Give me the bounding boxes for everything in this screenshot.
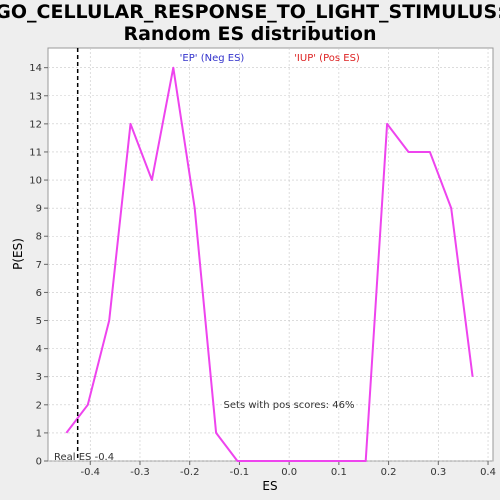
x-tick-label: -0.4 [81,467,101,478]
x-tick-label: 0.3 [430,467,446,478]
pos-scores-annotation: Sets with pos scores: 46% [224,400,355,411]
chart-title-line1: GO_CELLULAR_RESPONSE_TO_LIGHT_STIMULUS: [0,1,500,23]
y-tick-label: 13 [29,91,42,102]
y-tick-label: 12 [29,119,42,130]
plot-area [47,47,494,462]
x-tick-label: -0.3 [130,467,150,478]
y-tick-label: 7 [36,260,42,271]
y-tick-label: 0 [36,457,42,468]
y-tick-label: 6 [36,288,42,299]
y-tick-label: 8 [36,232,42,243]
es-distribution-line [65,66,474,462]
series-layer [65,66,474,462]
neg-es-label: 'EP' (Neg ES) [180,53,245,64]
x-tick-label: 0.4 [480,467,496,478]
y-tick-label: 11 [29,147,42,158]
real-es-label: Real ES -0.4 [54,452,114,463]
x-tick-label: 0.0 [281,467,297,478]
chart-title-line2: Random ES distribution [123,23,376,45]
x-axis-label: ES [262,479,277,493]
x-tick-label: -0.1 [230,467,250,478]
y-tick-label: 5 [36,316,42,327]
y-tick-label: 14 [29,63,42,74]
y-tick-label: 3 [36,372,42,383]
pos-es-label: 'IUP' (Pos ES) [294,53,360,64]
x-tick-label: -0.2 [180,467,200,478]
y-tick-label: 10 [29,176,42,187]
y-tick-label: 9 [36,204,42,215]
y-tick-label: 2 [36,400,42,411]
y-tick-label: 1 [36,428,42,439]
y-axis-label: P(ES) [11,238,25,270]
x-tick-label: 0.1 [331,467,347,478]
x-tick-label: 0.2 [381,467,397,478]
grid [48,48,493,462]
y-tick-label: 4 [36,344,42,355]
